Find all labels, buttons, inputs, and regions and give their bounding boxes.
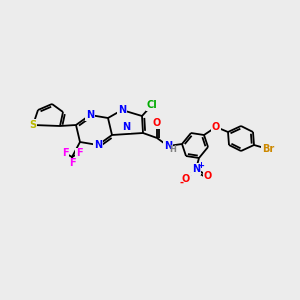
Text: N: N bbox=[86, 110, 94, 120]
Text: O: O bbox=[182, 174, 190, 184]
Text: N: N bbox=[122, 122, 130, 132]
Text: N: N bbox=[192, 164, 200, 174]
Text: H: H bbox=[169, 146, 176, 154]
Text: O: O bbox=[204, 171, 212, 181]
Text: -: - bbox=[179, 178, 183, 188]
Text: N: N bbox=[164, 141, 172, 151]
Text: O: O bbox=[212, 122, 220, 132]
Text: N: N bbox=[94, 140, 102, 150]
Text: Br: Br bbox=[262, 144, 274, 154]
Text: O: O bbox=[153, 118, 161, 128]
Text: F: F bbox=[69, 158, 75, 168]
Text: +: + bbox=[197, 160, 205, 169]
Text: F: F bbox=[76, 148, 82, 158]
Text: Cl: Cl bbox=[147, 100, 158, 110]
Text: F: F bbox=[62, 148, 68, 158]
Text: S: S bbox=[29, 120, 37, 130]
Text: N: N bbox=[122, 122, 130, 132]
Text: N: N bbox=[118, 105, 126, 115]
